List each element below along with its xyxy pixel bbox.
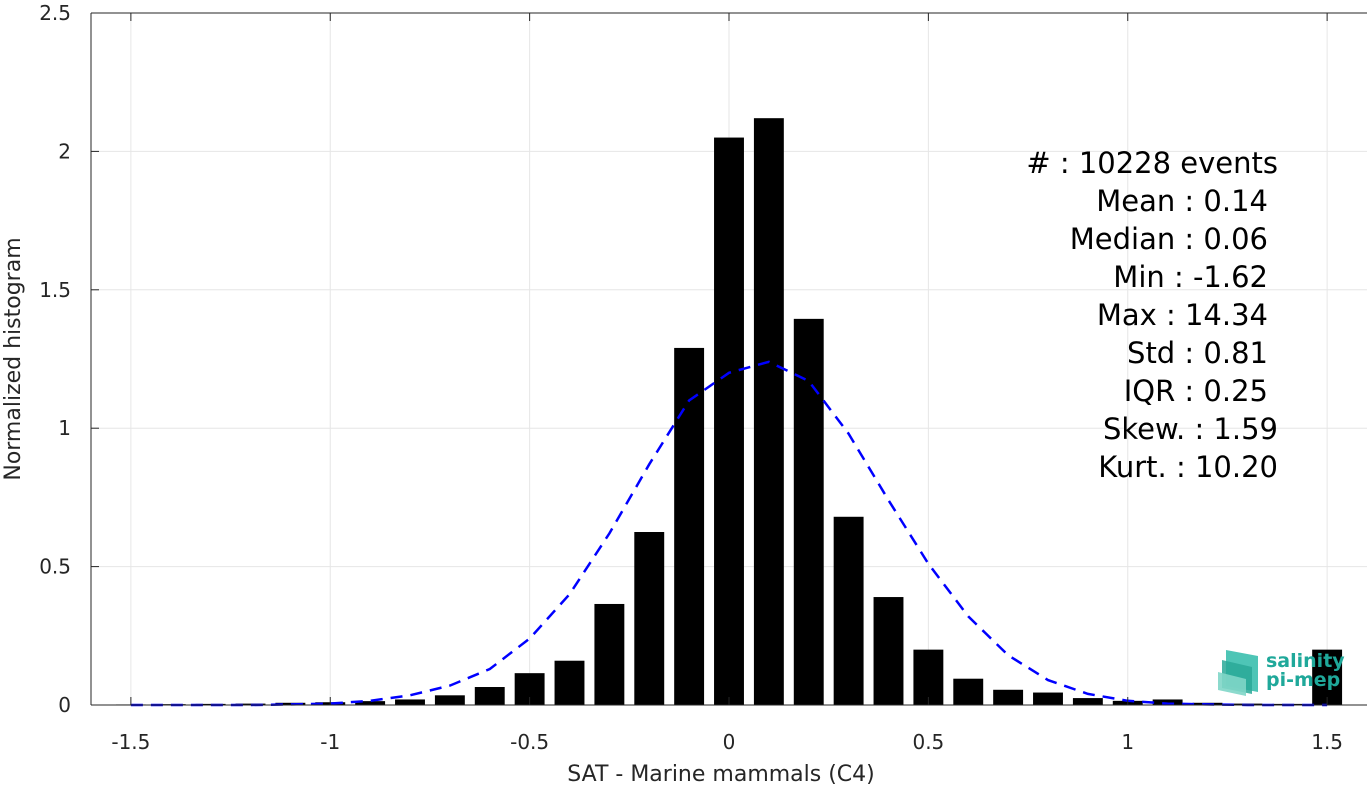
stat-mean: Mean : 0.14: [1096, 184, 1268, 218]
histogram-bar: [235, 703, 266, 705]
logo-text-line2: pi-mep: [1266, 669, 1340, 691]
salinity-pi-mep-logo: salinity pi-mep: [1218, 650, 1345, 696]
x-axis-title: SAT - Marine mammals (C4): [567, 762, 875, 785]
logo-text-line1: salinity: [1266, 650, 1345, 672]
histogram-bar: [275, 702, 306, 705]
y-tick-label: 0: [58, 693, 71, 717]
x-tick-label: -1.5: [111, 730, 150, 754]
x-tick-label: 0.5: [912, 730, 944, 754]
histogram-bar: [833, 516, 864, 705]
stat-kurt: Kurt. : 10.20: [1098, 450, 1278, 484]
logo-mark-icon: [1218, 650, 1258, 696]
histogram-bar: [474, 687, 505, 705]
histogram-bar: [554, 660, 585, 705]
y-tick-label: 0.5: [39, 555, 71, 579]
x-ticks: -1.5 -1 -0.5 0 0.5 1 1.5: [111, 13, 1343, 754]
stat-skew: Skew. : 1.59: [1103, 412, 1278, 446]
histogram-bar: [993, 689, 1024, 705]
stat-max: Max : 14.34: [1097, 298, 1268, 332]
histogram-bar: [1152, 699, 1183, 705]
histogram-bar: [195, 703, 226, 705]
x-tick-label: -0.5: [510, 730, 549, 754]
x-tick-label: 1.5: [1311, 730, 1343, 754]
histogram-bar: [913, 649, 944, 705]
y-tick-label: 1: [58, 416, 71, 440]
x-tick-label: -1: [320, 730, 340, 754]
histogram-bar: [434, 695, 465, 705]
histogram-bar: [395, 699, 425, 705]
y-ticks: 0 0.5 1 1.5 2 2.5: [39, 1, 99, 717]
histogram-bar: [753, 118, 784, 705]
histogram-bar: [1033, 692, 1063, 705]
histogram-bar: [594, 603, 625, 705]
histogram-bar: [953, 678, 984, 705]
histogram-bar: [714, 137, 744, 705]
y-tick-label: 2: [58, 139, 71, 163]
histogram-bar: [793, 318, 824, 705]
y-tick-label: 2.5: [39, 1, 71, 25]
histogram-bar: [355, 701, 386, 705]
x-tick-label: 1: [1121, 730, 1134, 754]
stat-median: Median : 0.06: [1070, 222, 1268, 256]
stat-std: Std : 0.81: [1127, 336, 1268, 370]
histogram-bar: [674, 347, 705, 705]
histogram-bar: [873, 597, 904, 705]
y-axis-title: Normalized histogram: [1, 237, 26, 480]
stat-events: # : 10228 events: [1026, 146, 1278, 180]
histogram-bars: [115, 118, 1343, 705]
stat-min: Min : -1.62: [1113, 260, 1268, 294]
y-tick-label: 1.5: [39, 278, 71, 302]
histogram-bar: [1312, 649, 1343, 705]
histogram-bar: [634, 532, 665, 705]
statistics-box: # : 10228 events Mean : 0.14 Median : 0.…: [1026, 146, 1278, 484]
x-tick-label: 0: [723, 730, 736, 754]
stat-iqr: IQR : 0.25: [1124, 374, 1268, 408]
histogram-bar: [1072, 698, 1103, 705]
